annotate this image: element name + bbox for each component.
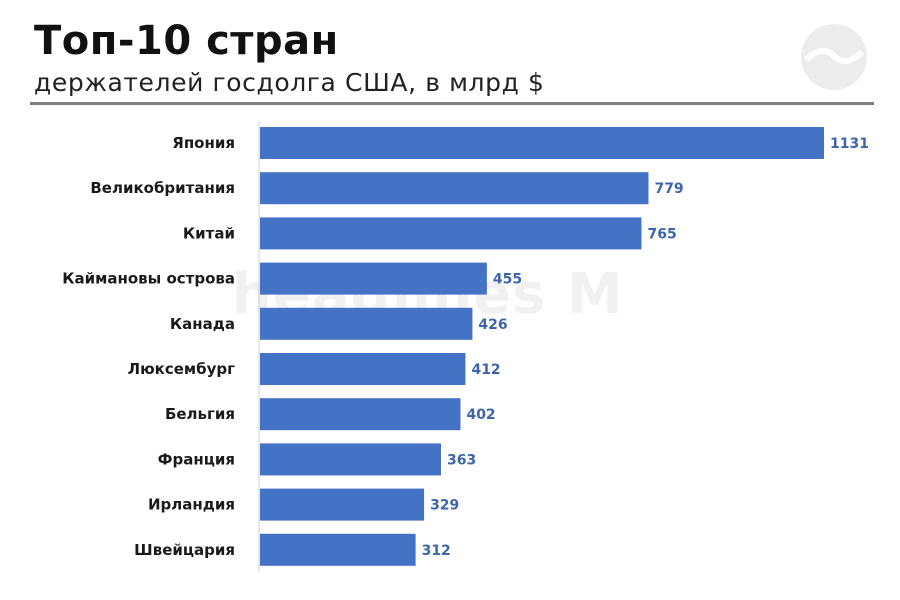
value-label: 765: [647, 226, 676, 242]
value-label: 363: [447, 452, 476, 468]
value-label: 329: [430, 498, 459, 514]
bar: [260, 353, 466, 385]
value-label: 455: [493, 272, 522, 288]
category-label: Каймановы острова: [62, 270, 235, 288]
bar: [260, 443, 442, 476]
chart-title: Топ-10 стран: [34, 18, 339, 64]
title-divider: [30, 102, 874, 105]
value-label: 779: [654, 181, 683, 197]
bar: [260, 172, 649, 205]
category-label: Франция: [158, 450, 235, 468]
bar: [260, 217, 642, 250]
category-label: Япония: [172, 134, 235, 152]
bar: [260, 307, 473, 340]
category-label: Китай: [183, 224, 235, 242]
bar: [260, 533, 416, 566]
category-label: Ирландия: [148, 496, 235, 514]
value-label: 426: [478, 317, 507, 333]
category-label: Швейцария: [134, 541, 235, 559]
brand-logo-icon: [801, 24, 867, 90]
value-label: 412: [471, 362, 500, 378]
category-label: Бельгия: [165, 405, 235, 423]
bar: [260, 488, 425, 521]
value-label: 402: [466, 407, 495, 423]
value-label: 1131: [830, 136, 869, 152]
category-label: Великобритания: [90, 179, 235, 197]
value-label: 312: [422, 543, 451, 559]
bar: [260, 127, 824, 159]
bar: [260, 398, 461, 431]
category-label: Люксембург: [128, 360, 236, 378]
chart-subtitle: держателей госдолга США, в млрд $: [34, 68, 545, 97]
bar: [260, 262, 487, 295]
category-label: Канада: [170, 315, 235, 333]
